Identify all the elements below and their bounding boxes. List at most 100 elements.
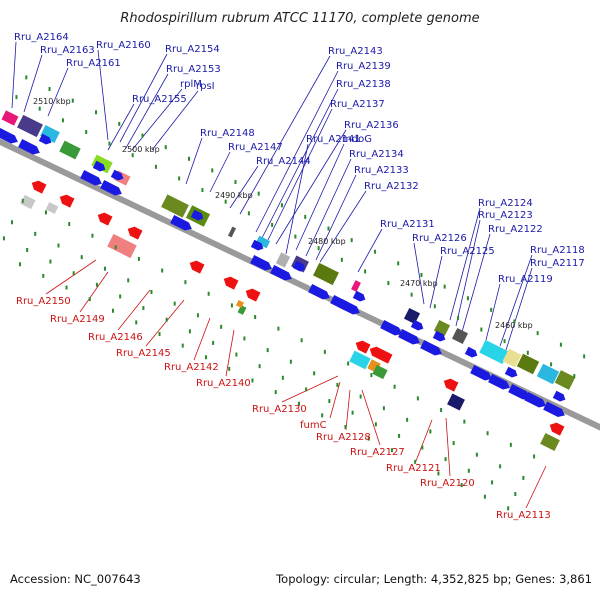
scale-tick-mark xyxy=(108,141,111,146)
reverse-gene-arrow xyxy=(245,288,261,302)
feature-box xyxy=(275,252,291,268)
reverse-gene-arrow xyxy=(189,260,205,274)
scale-tick-mark xyxy=(490,307,493,312)
forward-gene-arrow xyxy=(398,329,420,345)
scale-labels: 2510 kbp 2500 kbp 2490 kbp 2480 kbp 2470 kbp… xyxy=(33,97,533,330)
scale-label: 2460 kbp xyxy=(495,321,533,330)
reverse-gene-arrow xyxy=(377,350,393,364)
scale-tick-mark xyxy=(271,222,274,227)
feature-box xyxy=(59,140,81,160)
label-connector xyxy=(131,88,183,151)
gene-label-forward: Rru_A2148 xyxy=(200,128,255,139)
scale-tick-mark xyxy=(340,257,343,262)
feature-box xyxy=(351,280,361,292)
forward-gene-arrow-small xyxy=(352,290,366,302)
feature-box xyxy=(40,125,60,143)
scale-tick-mark xyxy=(373,249,376,254)
label-connector xyxy=(229,165,259,209)
scale-tick-mark xyxy=(38,106,41,111)
scale-tick-mark xyxy=(281,375,284,380)
scale-tick-mark xyxy=(95,110,98,115)
gene-label-reverse: Rru_A2149 xyxy=(50,314,105,325)
scale-tick-mark xyxy=(188,329,191,334)
scale-tick-mark xyxy=(367,436,370,441)
scale-tick-mark xyxy=(243,336,246,341)
label-connector xyxy=(455,219,481,327)
scale-tick-mark xyxy=(164,145,167,150)
forward-gene-arrow xyxy=(18,139,40,155)
scale-tick-mark xyxy=(254,315,257,320)
label-connector xyxy=(45,259,97,295)
scale-tick-mark xyxy=(444,457,447,462)
scale-tick-mark xyxy=(437,471,440,476)
scale-tick-mark xyxy=(406,417,409,422)
feature-box xyxy=(502,348,522,368)
scale-tick-mark xyxy=(300,338,303,343)
scale-tick-mark xyxy=(2,236,5,241)
feature-box xyxy=(554,370,576,390)
gene-label-forward: Rru_A2117 xyxy=(530,258,585,269)
scale-tick-mark xyxy=(359,394,362,399)
label-connector xyxy=(295,143,345,251)
scale-tick-mark xyxy=(536,331,539,336)
scale-tick-mark xyxy=(323,349,326,354)
reverse-gene-arrow xyxy=(59,194,75,208)
scale-tick-mark xyxy=(467,468,470,473)
label-connector xyxy=(415,419,433,462)
feature-box xyxy=(451,327,469,345)
gene-label-reverse: Rru_A2146 xyxy=(88,332,143,343)
scale-tick-mark xyxy=(201,188,204,193)
label-connector xyxy=(329,381,341,419)
label-connector xyxy=(445,417,451,477)
scale-tick-mark xyxy=(118,121,121,126)
label-connector xyxy=(151,90,199,151)
scale-tick-mark xyxy=(49,259,52,264)
gene-label-forward: Rru_A2147 xyxy=(228,142,283,153)
gene-label-reverse: Rru_A2120 xyxy=(420,478,475,489)
scale-tick-mark xyxy=(421,445,424,450)
feature-box xyxy=(45,202,59,214)
label-connector xyxy=(261,88,339,239)
scale-tick-mark xyxy=(583,354,586,359)
label-connector xyxy=(79,271,109,313)
gene-label-reverse: Rru_A2121 xyxy=(386,463,441,474)
scale-tick-mark xyxy=(71,98,74,103)
scale-tick-mark xyxy=(266,348,269,353)
feature-box xyxy=(17,114,43,138)
scale-tick-mark xyxy=(142,306,145,311)
forward-gene-arrow xyxy=(543,401,565,417)
forward-gene-arrow xyxy=(270,265,292,281)
forward-gene-arrow xyxy=(170,215,192,231)
scale-tick-mark xyxy=(184,280,187,285)
scale-tick-mark xyxy=(509,442,512,447)
scale-tick-mark xyxy=(48,87,51,92)
scale-tick-mark xyxy=(480,327,483,332)
scale-tick-mark xyxy=(416,396,419,401)
scale-tick-mark xyxy=(21,198,24,203)
scale-tick-mark xyxy=(297,401,300,406)
forward-gene-arrow xyxy=(524,392,546,408)
feature-box xyxy=(349,350,371,370)
gene-label-forward: Rru_A2160 xyxy=(96,40,151,51)
scale-tick-mark xyxy=(114,245,117,250)
scale-tick-mark xyxy=(390,448,393,453)
scale-tick-mark xyxy=(88,297,91,302)
scale-tick-mark xyxy=(95,282,98,287)
scale-ticks xyxy=(2,75,586,511)
label-connector xyxy=(209,151,231,193)
scale-tick-mark xyxy=(317,246,320,251)
scale-tick-mark xyxy=(313,371,316,376)
label-connector xyxy=(225,329,235,377)
scale-tick-mark xyxy=(513,319,516,324)
label-connector-lines xyxy=(11,41,547,509)
scale-tick-mark xyxy=(410,292,413,297)
scale-tick-mark xyxy=(382,406,385,411)
scale-label: 2500 kbp xyxy=(122,145,160,154)
label-connector xyxy=(525,465,547,509)
forward-gene-arrow-small xyxy=(464,346,478,358)
scale-tick-mark xyxy=(257,191,260,196)
scale-tick-mark xyxy=(327,226,330,231)
label-connector xyxy=(505,267,533,351)
gene-label-reverse: fumC xyxy=(300,420,327,431)
gene-label-forward: Rru_A2164 xyxy=(14,32,69,43)
